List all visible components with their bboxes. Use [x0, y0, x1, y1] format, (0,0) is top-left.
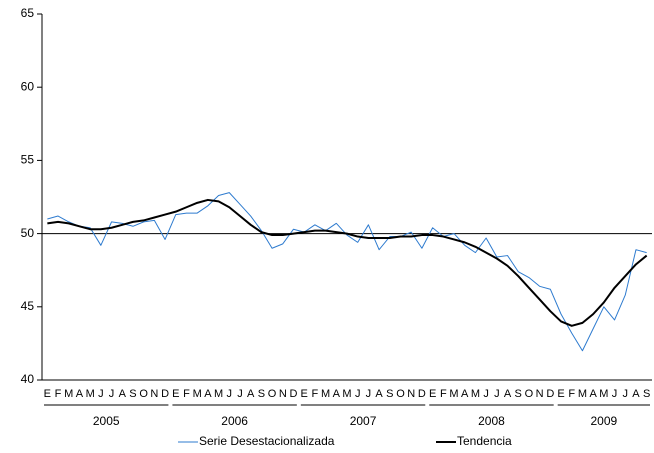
- x-tick-label: M: [193, 388, 202, 400]
- x-tick-label: M: [578, 388, 587, 400]
- legend-label: Tendencia: [457, 434, 512, 448]
- x-tick-label: D: [546, 388, 554, 400]
- x-tick-label: M: [342, 388, 351, 400]
- x-tick-label: M: [64, 388, 73, 400]
- x-tick-label: A: [375, 388, 383, 400]
- x-tick-label: F: [440, 388, 447, 400]
- x-tick-label: J: [612, 388, 618, 400]
- x-tick-label: A: [461, 388, 469, 400]
- x-tick-label: O: [396, 388, 405, 400]
- x-tick-label: J: [622, 388, 628, 400]
- x-tick-label: M: [214, 388, 223, 400]
- x-tick-label: N: [279, 388, 287, 400]
- x-tick-label: E: [44, 388, 51, 400]
- year-label: 2008: [478, 414, 505, 428]
- x-tick-label: J: [237, 388, 243, 400]
- y-tick-label: 65: [21, 6, 35, 20]
- x-tick-label: S: [515, 388, 522, 400]
- x-tick-label: A: [333, 388, 341, 400]
- x-tick-label: A: [632, 388, 640, 400]
- x-tick-label: O: [268, 388, 277, 400]
- x-tick-label: J: [227, 388, 233, 400]
- year-label: 2007: [350, 414, 377, 428]
- x-tick-label: A: [504, 388, 512, 400]
- x-tick-label: J: [483, 388, 489, 400]
- y-tick-label: 40: [21, 372, 35, 386]
- series-line: [47, 198, 648, 327]
- y-tick-label: 45: [21, 299, 35, 313]
- legend-label: Serie Desestacionalizada: [199, 434, 335, 448]
- x-tick-label: F: [568, 388, 575, 400]
- year-label: 2009: [590, 414, 617, 428]
- x-tick-label: D: [418, 388, 426, 400]
- y-tick-label: 55: [21, 153, 35, 167]
- x-tick-label: A: [76, 388, 84, 400]
- x-tick-label: J: [366, 388, 372, 400]
- x-tick-label: J: [109, 388, 115, 400]
- x-tick-label: S: [258, 388, 265, 400]
- x-tick-label: E: [557, 388, 564, 400]
- x-tick-label: S: [129, 388, 136, 400]
- year-label: 2006: [221, 414, 248, 428]
- y-tick-label: 50: [21, 226, 35, 240]
- series-line: [47, 192, 647, 352]
- x-tick-label: A: [119, 388, 127, 400]
- x-tick-label: D: [161, 388, 169, 400]
- y-tick-label: 60: [21, 79, 35, 93]
- x-tick-label: F: [183, 388, 190, 400]
- x-tick-label: J: [355, 388, 361, 400]
- x-tick-label: A: [589, 388, 597, 400]
- x-tick-label: E: [301, 388, 308, 400]
- x-tick-label: M: [599, 388, 608, 400]
- x-tick-label: N: [150, 388, 158, 400]
- year-label: 2005: [93, 414, 120, 428]
- x-tick-label: N: [536, 388, 544, 400]
- x-tick-label: J: [98, 388, 104, 400]
- x-tick-label: E: [172, 388, 179, 400]
- x-tick-label: D: [290, 388, 298, 400]
- x-tick-label: M: [321, 388, 330, 400]
- x-tick-label: F: [55, 388, 62, 400]
- x-tick-label: A: [247, 388, 255, 400]
- x-tick-label: O: [525, 388, 534, 400]
- x-tick-label: M: [86, 388, 95, 400]
- x-tick-label: F: [312, 388, 319, 400]
- x-tick-label: M: [449, 388, 458, 400]
- x-tick-label: S: [643, 388, 650, 400]
- x-tick-label: S: [386, 388, 393, 400]
- x-tick-label: E: [429, 388, 436, 400]
- x-tick-label: A: [204, 388, 212, 400]
- x-tick-label: J: [494, 388, 500, 400]
- x-tick-label: N: [407, 388, 415, 400]
- x-tick-label: O: [139, 388, 148, 400]
- x-tick-label: M: [471, 388, 480, 400]
